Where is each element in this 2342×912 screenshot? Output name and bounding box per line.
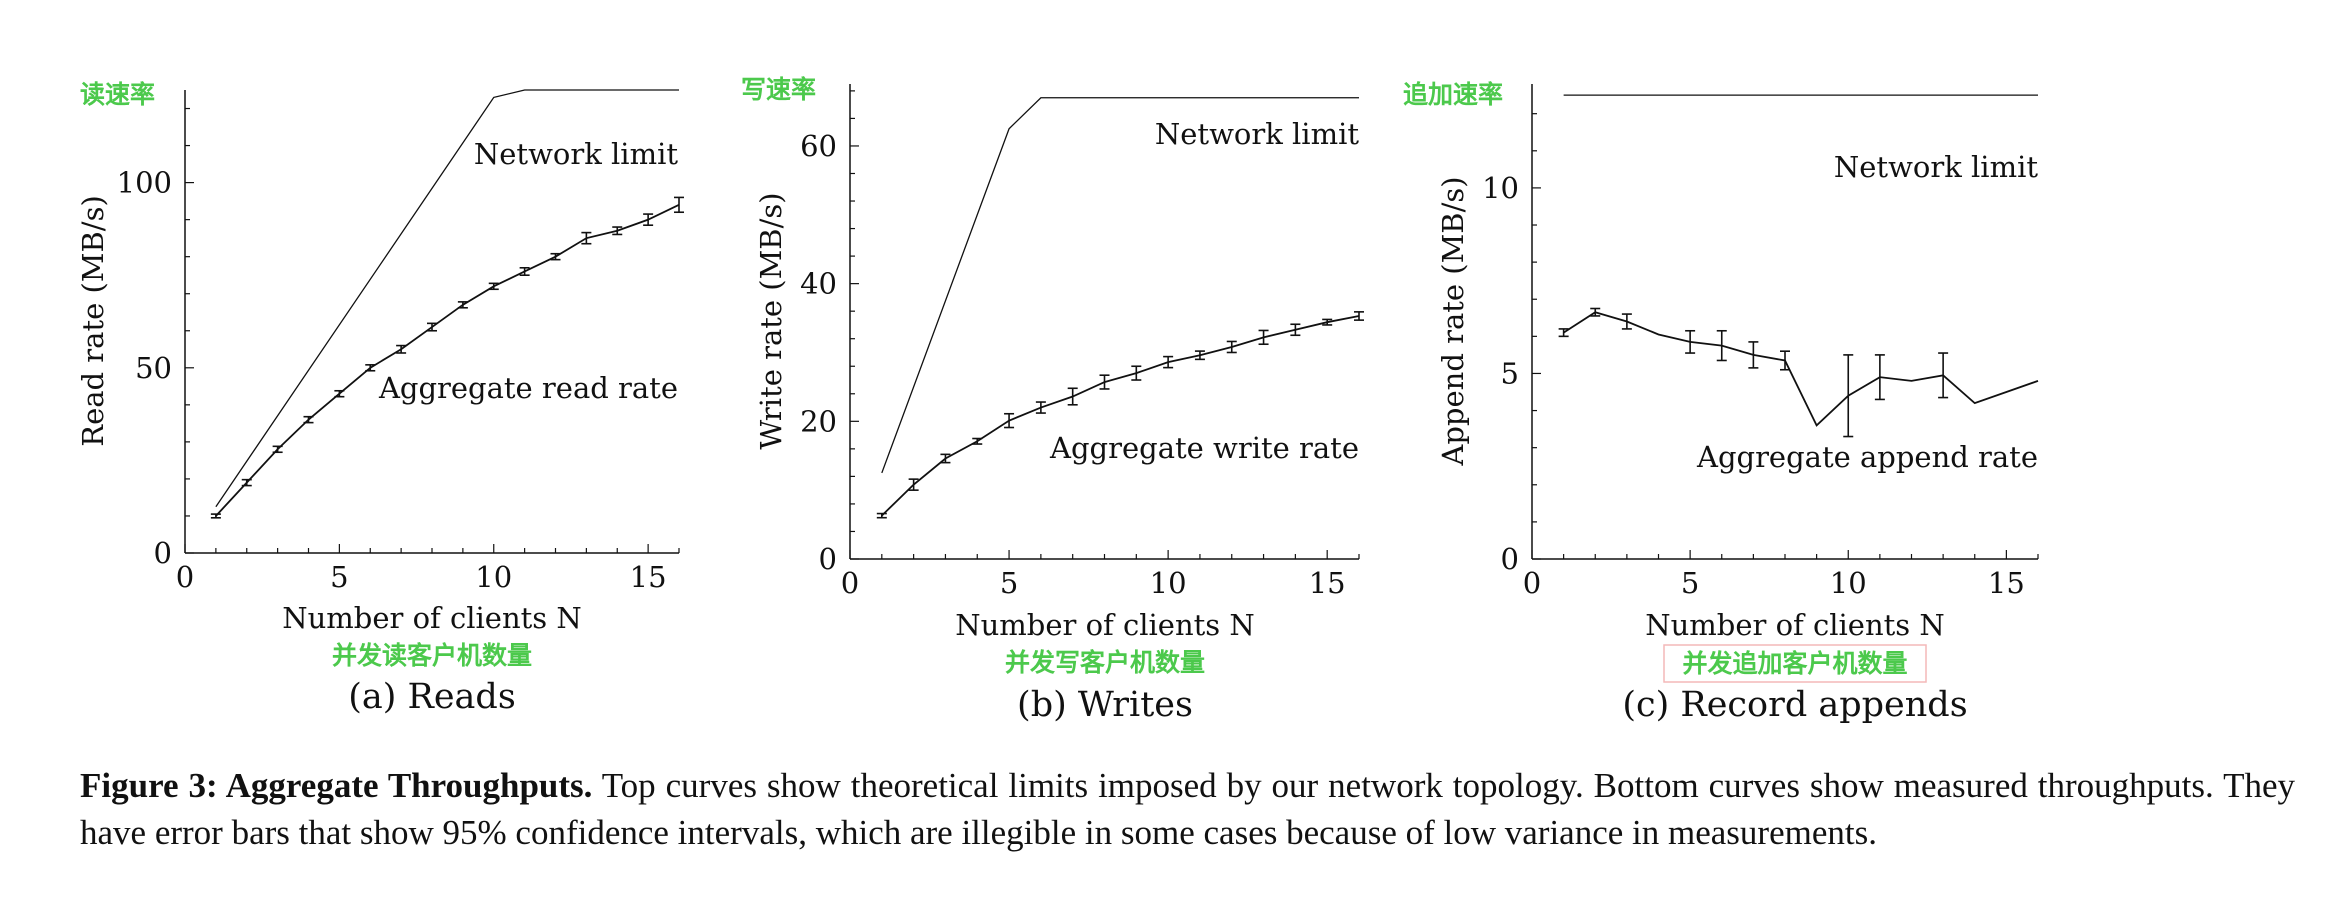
x-axis-label: Number of clients N xyxy=(1645,608,1945,642)
caption-text: Top curves show theoretical limits impos… xyxy=(80,766,2295,852)
x-tick-label: 15 xyxy=(1309,566,1346,600)
y-tick-label: 0 xyxy=(1501,542,1519,576)
annotation-cn-rate: 写速率 xyxy=(741,75,816,104)
subplot-caption: (c) Record appends xyxy=(1622,685,1967,725)
network-limit-line xyxy=(881,97,1359,474)
network-limit-label: Network limit xyxy=(1834,150,2038,184)
subplot-caption: (b) Writes xyxy=(1017,685,1193,725)
chart-panel-0: 0 5 10 15 0 50 100 Number of clients N Read rate… xyxy=(76,80,684,717)
subplot-caption: (a) Reads xyxy=(348,677,516,717)
y-tick-label: 10 xyxy=(1482,171,1519,205)
annotation-cn-rate: 追加速率 xyxy=(1403,80,1503,109)
x-tick-label: 0 xyxy=(841,566,859,600)
x-tick-label: 15 xyxy=(630,560,667,594)
y-tick-label: 0 xyxy=(154,536,172,570)
annotation-highlight-box xyxy=(1663,644,1927,683)
x-tick-label: 5 xyxy=(1000,566,1018,600)
aggregate-rate-line xyxy=(881,315,1360,517)
chart-panel-1: 0 5 10 15 0 20 40 60 Number of clients N Write ra… xyxy=(741,75,1364,725)
network-limit-label: Network limit xyxy=(474,137,678,171)
aggregate-rate-line xyxy=(1563,311,2039,427)
x-tick-label: 0 xyxy=(1523,566,1541,600)
y-tick-label: 100 xyxy=(117,166,172,200)
y-tick-label: 60 xyxy=(800,129,837,163)
annotation-cn-clients: 并发追加客户机数量 xyxy=(1682,649,1907,678)
y-axis-label: Read rate (MB/s) xyxy=(76,195,110,447)
x-tick-label: 10 xyxy=(1150,566,1187,600)
x-tick-label: 10 xyxy=(1830,566,1867,600)
aggregate-rate-label: Aggregate append rate xyxy=(1696,440,2038,474)
y-tick-label: 40 xyxy=(800,267,837,301)
x-tick-label: 5 xyxy=(1681,566,1699,600)
x-tick-label: 5 xyxy=(330,560,348,594)
y-axis-label: Append rate (MB/s) xyxy=(1436,176,1470,466)
y-tick-label: 50 xyxy=(135,351,172,385)
figure-caption: Figure 3: Aggregate Throughputs. Top cur… xyxy=(80,762,2295,856)
x-tick-label: 15 xyxy=(1988,566,2025,600)
network-limit-line xyxy=(215,89,679,508)
y-tick-label: 5 xyxy=(1501,356,1519,390)
aggregate-rate-label: Aggregate write rate xyxy=(1049,431,1359,465)
x-tick-label: 10 xyxy=(475,560,512,594)
x-tick-label: 0 xyxy=(176,560,194,594)
x-axis-label: Number of clients N xyxy=(282,601,582,635)
caption-label: Figure 3: Aggregate Throughputs. xyxy=(80,766,593,805)
y-tick-label: 20 xyxy=(800,404,837,438)
y-tick-label: 0 xyxy=(819,542,837,576)
chart-panel-2: 0 5 10 15 0 5 10 Number of clients N Append rate… xyxy=(1403,80,2039,725)
annotation-cn-clients: 并发读客户机数量 xyxy=(332,641,532,670)
annotation-cn-clients: 并发写客户机数量 xyxy=(1005,648,1205,677)
aggregate-rate-label: Aggregate read rate xyxy=(378,371,678,405)
x-axis-label: Number of clients N xyxy=(955,608,1255,642)
y-axis-label: Write rate (MB/s) xyxy=(754,192,788,449)
aggregate-rate-line xyxy=(215,204,680,517)
annotation-cn-rate: 读速率 xyxy=(80,80,155,109)
network-limit-label: Network limit xyxy=(1155,117,1359,151)
